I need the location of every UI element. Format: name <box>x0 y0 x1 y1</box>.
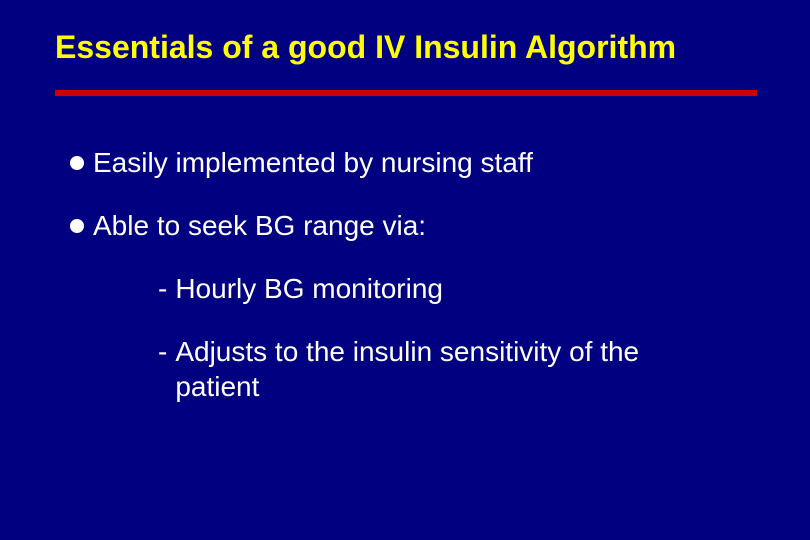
sub-bullet-text: Hourly BG monitoring <box>175 271 655 306</box>
bullet-item: Easily implemented by nursing staff <box>70 145 750 180</box>
dash-icon: - <box>158 271 167 306</box>
bullet-text: Easily implemented by nursing staff <box>93 145 750 180</box>
title-divider <box>55 90 757 96</box>
slide-body: Easily implemented by nursing staff Able… <box>70 145 750 432</box>
sub-bullet-item: - Adjusts to the insulin sensitivity of … <box>158 334 750 404</box>
dash-icon: - <box>158 334 167 369</box>
sub-bullet-item: - Hourly BG monitoring <box>158 271 750 306</box>
bullet-item: Able to seek BG range via: <box>70 208 750 243</box>
sub-bullet-list: - Hourly BG monitoring - Adjusts to the … <box>158 271 750 404</box>
slide-title: Essentials of a good IV Insulin Algorith… <box>55 28 770 66</box>
bullet-dot-icon <box>70 156 84 170</box>
bullet-dot-icon <box>70 219 84 233</box>
bullet-text: Able to seek BG range via: <box>93 208 750 243</box>
slide: Essentials of a good IV Insulin Algorith… <box>0 0 810 540</box>
sub-bullet-text: Adjusts to the insulin sensitivity of th… <box>175 334 655 404</box>
